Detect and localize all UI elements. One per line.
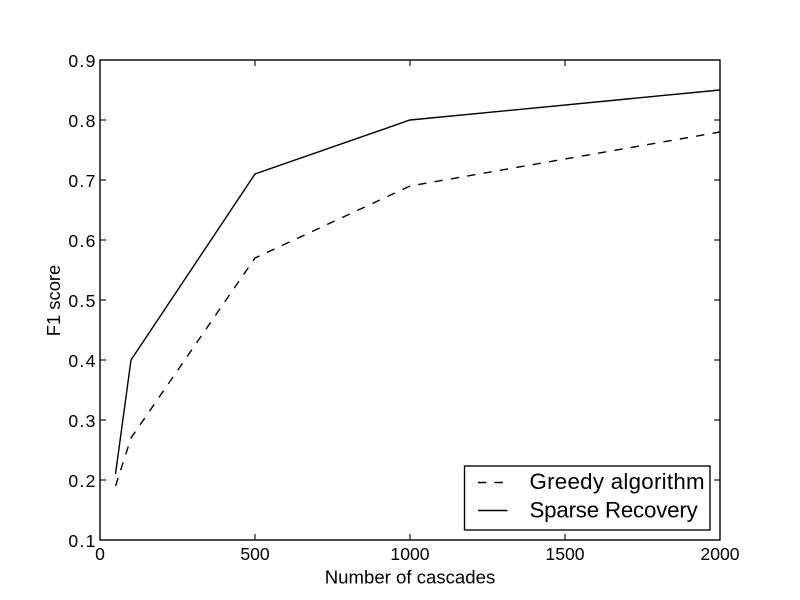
svg-text:1500: 1500 (545, 544, 584, 564)
svg-text:500: 500 (240, 544, 270, 564)
svg-text:0.8: 0.8 (68, 111, 96, 131)
svg-text:0.5: 0.5 (68, 291, 96, 311)
svg-text:0.6: 0.6 (68, 231, 96, 251)
svg-text:2000: 2000 (700, 544, 739, 564)
svg-text:1000: 1000 (390, 544, 429, 564)
svg-text:0.3: 0.3 (68, 411, 96, 431)
svg-text:Greedy algorithm: Greedy algorithm (530, 469, 705, 494)
svg-text:0.4: 0.4 (68, 351, 96, 371)
svg-text:Sparse Recovery: Sparse Recovery (530, 497, 699, 522)
svg-text:0.1: 0.1 (68, 531, 96, 551)
svg-text:0: 0 (95, 544, 105, 564)
svg-text:0.2: 0.2 (68, 471, 96, 491)
svg-text:0.9: 0.9 (68, 51, 96, 71)
svg-text:0.7: 0.7 (68, 171, 96, 191)
svg-text:Number of cascades: Number of cascades (325, 567, 496, 588)
svg-text:F1 score: F1 score (43, 265, 64, 337)
